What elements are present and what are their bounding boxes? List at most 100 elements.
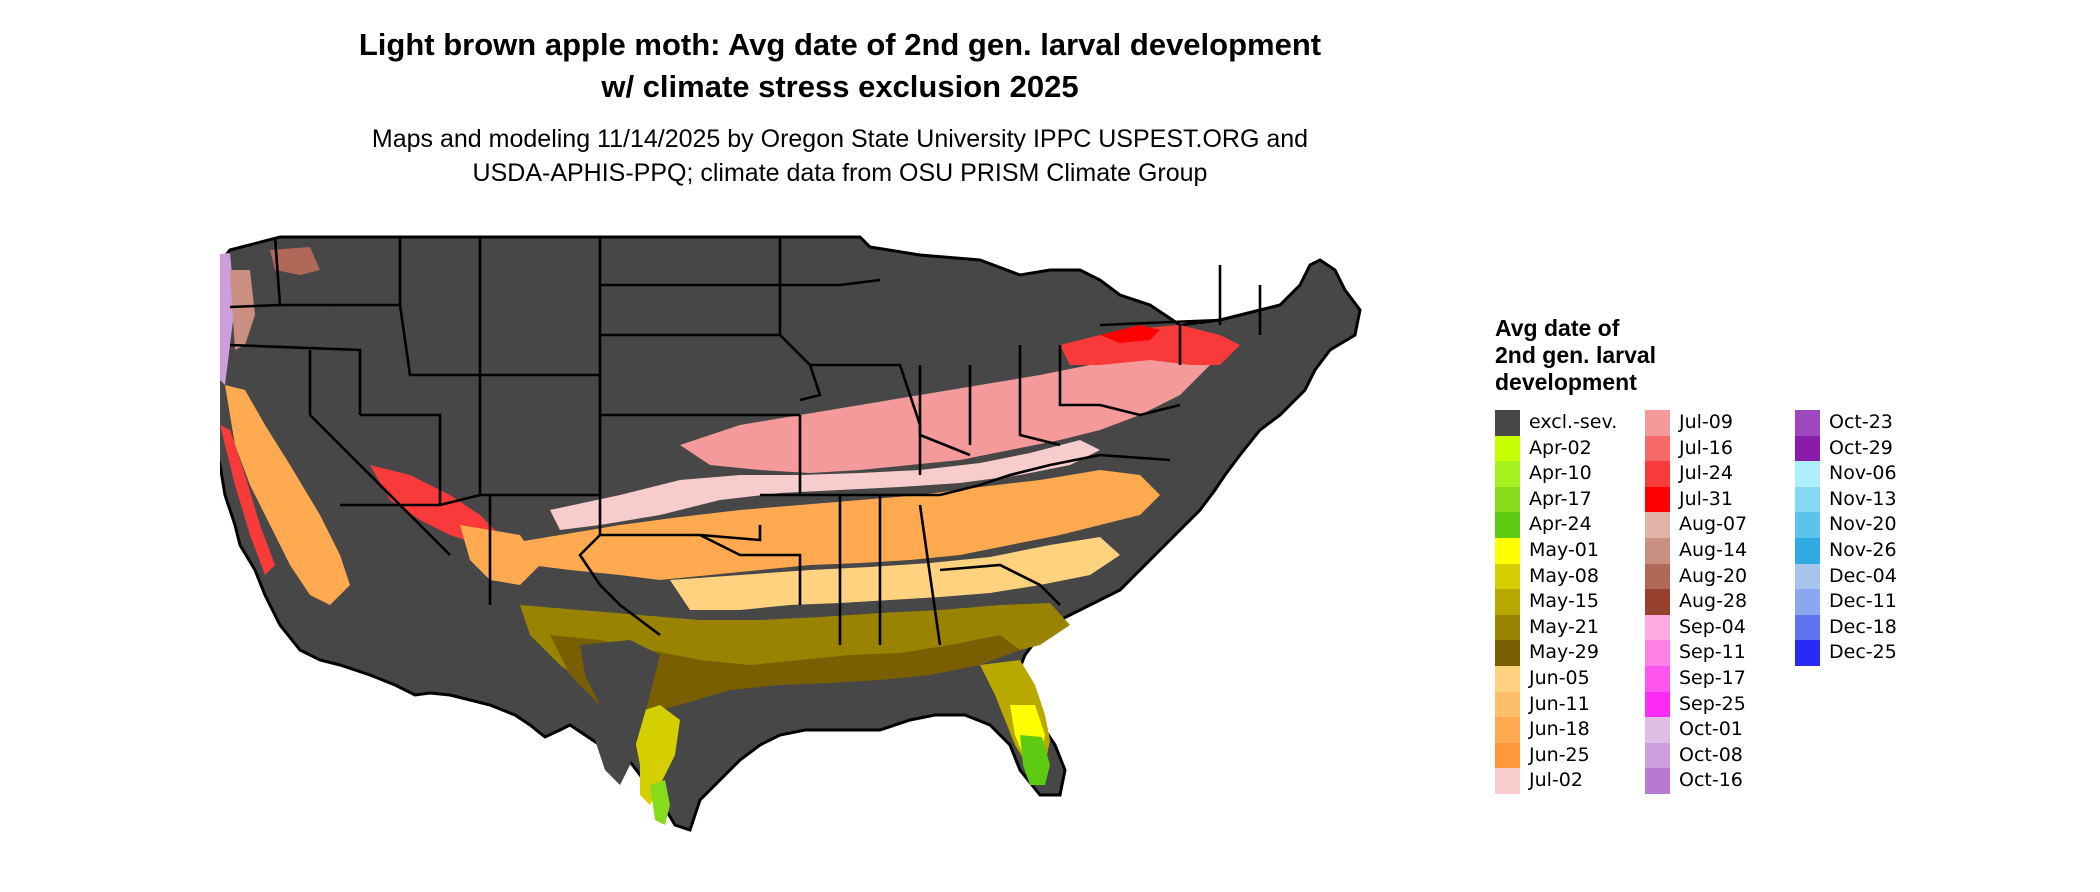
legend-label: Dec-04 bbox=[1829, 564, 1897, 587]
legend-item: Sep-25 bbox=[1645, 691, 1795, 718]
legend-label: Sep-25 bbox=[1679, 692, 1746, 715]
legend-swatch bbox=[1495, 563, 1520, 590]
legend-item: May-15 bbox=[1495, 589, 1645, 615]
legend-swatch bbox=[1495, 461, 1520, 487]
legend-label: Jun-11 bbox=[1529, 692, 1590, 715]
legend-label: Jul-09 bbox=[1679, 411, 1733, 433]
map-title-line-1: Light brown apple moth: Avg date of 2nd … bbox=[358, 27, 1322, 62]
state-borders bbox=[229, 236, 1262, 646]
zone-texas-coast-yellow bbox=[630, 705, 680, 805]
legend-swatch bbox=[1795, 589, 1820, 615]
legend-label: Dec-25 bbox=[1829, 641, 1897, 664]
legend-item: Sep-11 bbox=[1645, 640, 1795, 666]
legend-label: Jul-24 bbox=[1679, 462, 1733, 485]
legend-swatch bbox=[1795, 410, 1820, 436]
legend-swatch bbox=[1495, 435, 1520, 462]
legend-label: Jun-25 bbox=[1529, 743, 1590, 766]
legend-item: Oct-16 bbox=[1645, 768, 1795, 794]
zone-south-orange bbox=[500, 470, 1160, 580]
legend-item: Nov-13 bbox=[1795, 486, 1945, 513]
legend-label: May-08 bbox=[1529, 564, 1599, 587]
map-title-block: Light brown apple moth: Avg date of 2nd … bbox=[180, 24, 1500, 190]
legend-item: Nov-20 bbox=[1795, 512, 1945, 538]
map-subtitle-line-2: USDA-APHIS-PPQ; climate data from OSU PR… bbox=[472, 159, 1208, 187]
legend-item: Jul-31 bbox=[1645, 486, 1795, 513]
legend-item: Aug-20 bbox=[1645, 563, 1795, 590]
legend-item: Dec-18 bbox=[1795, 614, 1945, 641]
legend-label: Aug-14 bbox=[1679, 538, 1748, 561]
legend-label: Sep-17 bbox=[1679, 666, 1746, 689]
legend-swatch bbox=[1795, 614, 1820, 641]
legend-swatch bbox=[1645, 410, 1670, 436]
us-map bbox=[220, 225, 1470, 885]
legend-column-3: Oct-23 Oct-29 Nov-06 Nov-13 Nov-20 Nov-26 Dec-… bbox=[1795, 410, 1945, 794]
legend-label: Oct-23 bbox=[1829, 411, 1893, 433]
zone-florida-green bbox=[1020, 735, 1050, 785]
legend-title-line-3: development bbox=[1495, 369, 1637, 395]
legend-label: Oct-29 bbox=[1829, 436, 1893, 459]
legend-swatch bbox=[1645, 768, 1670, 794]
legend-label: May-29 bbox=[1529, 641, 1599, 664]
legend-swatch bbox=[1795, 435, 1820, 462]
legend-swatch bbox=[1495, 665, 1520, 692]
legend-title: Avg date of 2nd gen. larval development bbox=[1495, 315, 1945, 396]
legend-item: Oct-08 bbox=[1645, 742, 1795, 769]
legend-swatch bbox=[1645, 435, 1670, 462]
map-legend: Avg date of 2nd gen. larval development … bbox=[1495, 315, 1945, 794]
legend-label: Apr-17 bbox=[1529, 487, 1592, 510]
legend-title-line-1: Avg date of bbox=[1495, 315, 1620, 341]
legend-title-line-2: 2nd gen. larval bbox=[1495, 342, 1657, 368]
zone-south-peach bbox=[670, 537, 1120, 610]
legend-item: May-08 bbox=[1495, 563, 1645, 590]
legend-label: Jun-05 bbox=[1529, 666, 1590, 689]
legend-label: Apr-02 bbox=[1529, 436, 1592, 459]
legend-label: Nov-20 bbox=[1829, 513, 1897, 536]
legend-label: Nov-06 bbox=[1829, 462, 1897, 485]
legend-label: Jul-02 bbox=[1529, 769, 1583, 792]
zone-california-orange bbox=[225, 385, 350, 605]
zone-transition-lightpink bbox=[550, 440, 1100, 530]
legend-label: Jul-16 bbox=[1679, 436, 1733, 459]
legend-label: Aug-20 bbox=[1679, 564, 1748, 587]
legend-label: Aug-28 bbox=[1679, 590, 1748, 613]
legend-swatch bbox=[1645, 665, 1670, 692]
legend-swatch bbox=[1495, 691, 1520, 718]
legend-item: Nov-26 bbox=[1795, 537, 1945, 564]
zone-california-red bbox=[220, 425, 275, 575]
legend-item: Jul-24 bbox=[1645, 461, 1795, 487]
legend-label: Nov-13 bbox=[1829, 487, 1897, 510]
legend-item: Oct-29 bbox=[1795, 435, 1945, 462]
legend-item: excl.-sev. bbox=[1495, 410, 1645, 436]
legend-swatch bbox=[1795, 537, 1820, 564]
legend-swatch bbox=[1645, 537, 1670, 564]
legend-item: Apr-17 bbox=[1495, 486, 1645, 513]
legend-swatch bbox=[1645, 614, 1670, 641]
legend-swatch bbox=[1495, 768, 1520, 794]
legend-swatch bbox=[1645, 512, 1670, 538]
legend-item: Aug-14 bbox=[1645, 537, 1795, 564]
legend-item: Dec-25 bbox=[1795, 640, 1945, 666]
legend-item: Jun-11 bbox=[1495, 691, 1645, 718]
legend-label: May-01 bbox=[1529, 538, 1599, 561]
legend-swatch bbox=[1645, 691, 1670, 718]
legend-item: Sep-04 bbox=[1645, 614, 1795, 641]
legend-item: Jul-02 bbox=[1495, 768, 1645, 794]
map-subtitle-line-1: Maps and modeling 11/14/2025 by Oregon S… bbox=[371, 125, 1309, 153]
legend-label: Oct-01 bbox=[1679, 718, 1743, 741]
legend-swatch bbox=[1495, 640, 1520, 666]
legend-label: Nov-26 bbox=[1829, 538, 1897, 561]
legend-columns: excl.-sev. Apr-02 Apr-10 Apr-17 Apr-24 May-01… bbox=[1495, 410, 1945, 794]
legend-label: Oct-08 bbox=[1679, 743, 1743, 766]
zone-texas-coast-green bbox=[650, 780, 670, 825]
legend-swatch bbox=[1495, 742, 1520, 769]
zone-mountain-excluded bbox=[330, 300, 500, 475]
legend-label: Sep-11 bbox=[1679, 641, 1746, 664]
zone-southwest-orange bbox=[460, 525, 540, 585]
legend-item: Jun-05 bbox=[1495, 665, 1645, 692]
zone-texas-excluded bbox=[580, 640, 660, 785]
zone-gulf-darkolive bbox=[550, 635, 1020, 715]
legend-label: Apr-24 bbox=[1529, 513, 1592, 536]
legend-swatch bbox=[1795, 640, 1820, 666]
legend-item: Nov-06 bbox=[1795, 461, 1945, 487]
legend-swatch bbox=[1645, 486, 1670, 513]
